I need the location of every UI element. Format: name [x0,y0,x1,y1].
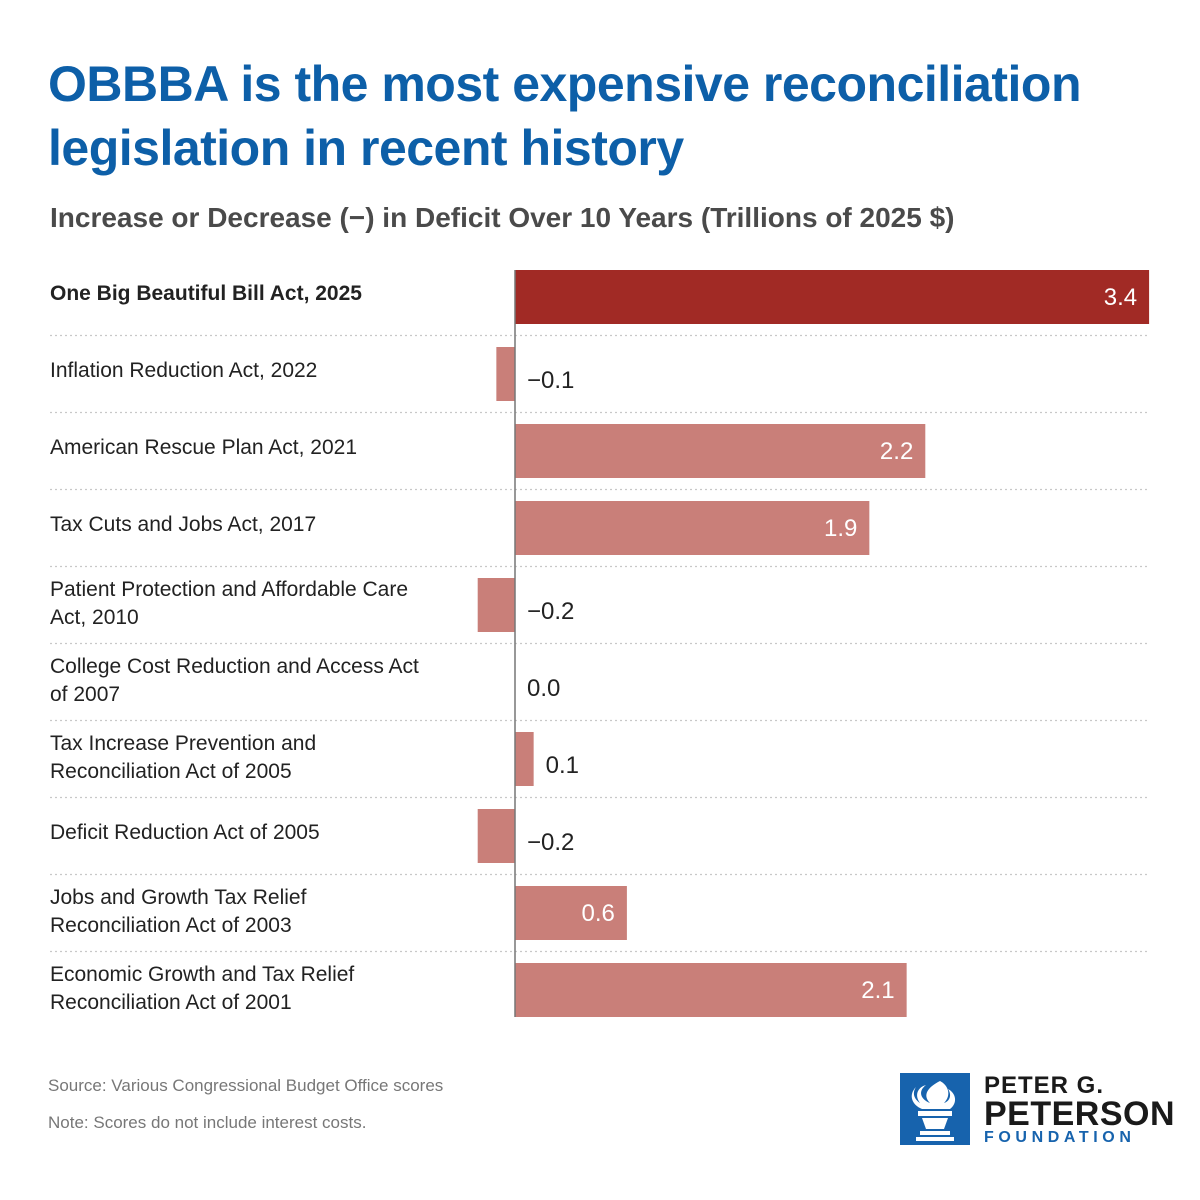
bar [496,347,515,401]
value-label: 0.0 [527,675,560,702]
bar [515,424,926,478]
category-label: American Rescue Plan Act, 2021 [50,436,357,459]
category-label: Jobs and Growth Tax Relief Reconciliation… [50,886,307,937]
bar [477,578,515,632]
torch-icon [900,1073,970,1145]
logo-text-line3: FOUNDATION [984,1129,1136,1146]
bar [515,501,870,555]
value-label: −0.2 [527,829,574,856]
bar [515,270,1150,324]
value-label: 0.6 [582,900,615,927]
bar [477,809,515,863]
value-label: 3.4 [1104,284,1137,311]
chart-title: OBBBA is the most expensive reconciliati… [48,56,1081,176]
logo-text-line1: PETER G. [984,1072,1105,1099]
logo-text-line2: PETERSON [984,1095,1176,1133]
value-label: 0.1 [546,752,579,779]
bar-chart: One Big Beautiful Bill Act, 2025 3.4 Infla… [50,270,1150,1017]
value-label: 2.1 [861,977,894,1004]
bar [515,732,534,786]
source-note: Source: Various Congressional Budget Off… [48,1076,444,1095]
category-label: Tax Increase Prevention and Reconciliatio… [50,732,316,783]
peterson-foundation-logo: PETER G. PETERSON FOUNDATION [900,1072,1175,1149]
category-label: One Big Beautiful Bill Act, 2025 [50,282,362,305]
value-label: −0.1 [527,367,574,394]
value-label: 1.9 [824,515,857,542]
category-label: Tax Cuts and Jobs Act, 2017 [50,513,316,536]
category-label: Patient Protection and Affordable Care Ac… [50,578,408,629]
bar [515,963,907,1017]
category-label: Deficit Reduction Act of 2005 [50,821,320,844]
value-label: 2.2 [880,438,913,465]
bar [515,886,627,940]
category-label: Economic Growth and Tax Relief Reconcilia… [50,963,354,1014]
category-label: Inflation Reduction Act, 2022 [50,359,317,382]
chart-subtitle: Increase or Decrease (−) in Deficit Over… [50,202,955,233]
value-label: −0.2 [527,598,574,625]
footnote: Note: Scores do not include interest cos… [48,1113,367,1132]
category-label: College Cost Reduction and Access Act of … [50,655,419,706]
